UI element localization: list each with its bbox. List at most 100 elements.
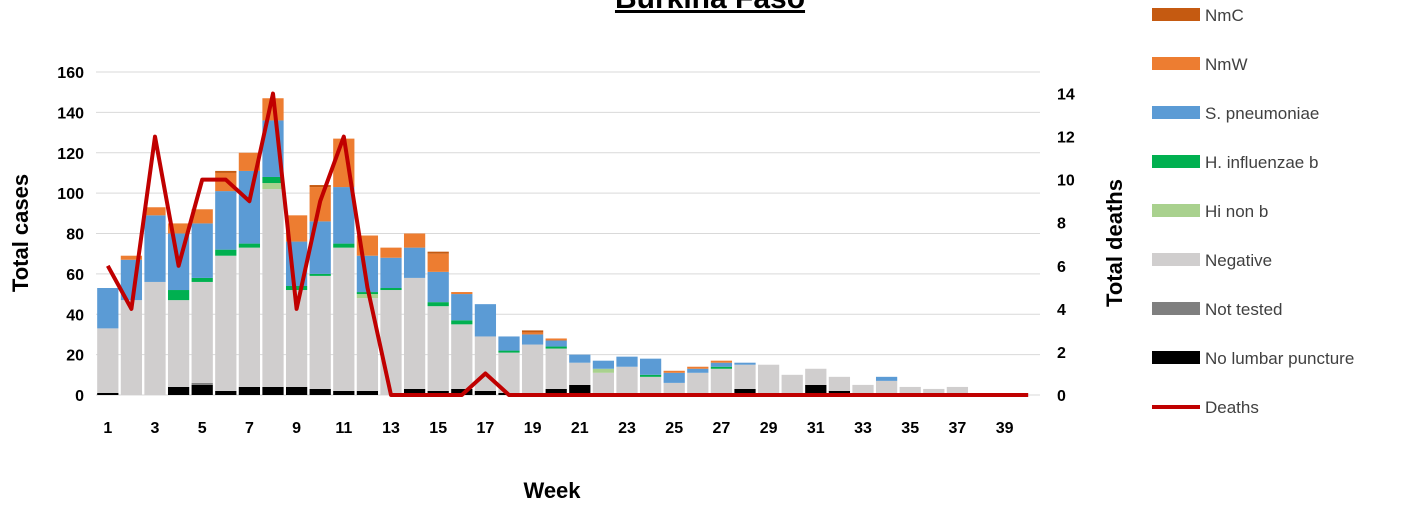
x-tick-label: 29 bbox=[760, 420, 778, 437]
bar-segment-s-pneumoniae bbox=[191, 223, 213, 278]
y2-tick-label: 6 bbox=[1057, 259, 1066, 276]
x-tick-label: 13 bbox=[382, 420, 400, 437]
bar-segment-negative bbox=[569, 362, 591, 385]
bar-segment-h-influenzae-b bbox=[215, 249, 237, 256]
bar-segment-no-lumbar-puncture bbox=[828, 390, 851, 395]
bar-segment-negative bbox=[734, 364, 756, 389]
y-tick-label: 120 bbox=[57, 146, 84, 163]
bar-segment-negative bbox=[262, 189, 284, 387]
bar-segment-no-lumbar-puncture bbox=[403, 388, 426, 395]
bar-segment-nmw bbox=[285, 215, 308, 242]
y-axis-title: Total cases bbox=[8, 174, 33, 292]
bar-segment-negative bbox=[875, 380, 898, 395]
bar-segment-no-lumbar-puncture bbox=[474, 390, 497, 395]
bar-segment-negative bbox=[805, 368, 827, 385]
bar-segment-no-lumbar-puncture bbox=[734, 388, 756, 395]
bar-segment-negative bbox=[285, 290, 308, 387]
bar-segment-s-pneumoniae bbox=[144, 215, 166, 282]
bar-segment-not-tested bbox=[191, 382, 213, 385]
bar-segment-s-pneumoniae bbox=[569, 354, 591, 363]
bar-segment-s-pneumoniae bbox=[521, 334, 544, 345]
x-tick-label: 9 bbox=[292, 420, 301, 437]
legend-label: No lumbar puncture bbox=[1205, 349, 1354, 368]
bar-segment-negative bbox=[781, 374, 803, 395]
bar-segment-negative bbox=[616, 366, 638, 395]
bar-segment-nmw bbox=[191, 209, 213, 224]
bar-segment-s-pneumoniae bbox=[687, 368, 709, 373]
bar-segment-nmc bbox=[215, 170, 237, 173]
bar-segment-h-influenzae-b bbox=[167, 290, 190, 301]
bar-segment-negative bbox=[639, 376, 662, 395]
bar-segment-nmw bbox=[521, 332, 544, 335]
bar-segment-negative bbox=[144, 281, 166, 395]
x-tick-label: 5 bbox=[198, 420, 207, 437]
bar-segment-nmw bbox=[451, 292, 473, 295]
legend-label: NmW bbox=[1205, 55, 1247, 74]
bar-segment-nmw bbox=[144, 207, 166, 216]
legend-swatch bbox=[1152, 8, 1200, 21]
bar-segment-negative bbox=[191, 281, 213, 383]
bar-segment-no-lumbar-puncture bbox=[805, 384, 827, 395]
bar-segment-nmw bbox=[710, 360, 733, 363]
bar-segment-no-lumbar-puncture bbox=[356, 390, 379, 395]
x-tick-label: 31 bbox=[807, 420, 825, 437]
bar-segment-no-lumbar-puncture bbox=[545, 388, 567, 395]
y-axis-right: 0 2 4 6 8 10 12 14 bbox=[1057, 87, 1075, 405]
legend-label: Not tested bbox=[1205, 300, 1283, 319]
bar-segment-negative bbox=[899, 386, 921, 395]
bar-segment-no-lumbar-puncture bbox=[191, 384, 213, 395]
y-tick-label: 60 bbox=[66, 267, 84, 284]
bar-segment-negative bbox=[451, 324, 473, 389]
legend-swatch bbox=[1152, 106, 1200, 119]
bar-segment-nmw bbox=[120, 255, 143, 260]
bar-segment-no-lumbar-puncture bbox=[285, 386, 308, 395]
y-tick-label: 20 bbox=[66, 348, 84, 365]
bar-segment-h-influenzae-b bbox=[285, 285, 308, 291]
deaths-line bbox=[106, 91, 1029, 397]
bar-segment-negative bbox=[333, 247, 355, 391]
bar-segment-nmw bbox=[167, 223, 190, 234]
bar-segment-s-pneumoniae bbox=[616, 356, 638, 367]
bar-segment-s-pneumoniae bbox=[427, 271, 449, 303]
legend-swatch bbox=[1152, 302, 1200, 315]
bar-segment-h-influenzae-b bbox=[262, 176, 284, 184]
bar-segment-s-pneumoniae bbox=[474, 304, 497, 337]
x-tick-label: 1 bbox=[103, 420, 112, 437]
bar-segment-s-pneumoniae bbox=[663, 372, 685, 383]
bar-segment-negative bbox=[356, 298, 379, 391]
bar-segment-s-pneumoniae bbox=[875, 376, 898, 381]
bar-segment-h-influenzae-b bbox=[380, 288, 402, 291]
bar-segment-s-pneumoniae bbox=[380, 257, 402, 289]
bar-segment-negative bbox=[545, 348, 567, 389]
y2-tick-label: 12 bbox=[1057, 130, 1075, 147]
y2-tick-label: 2 bbox=[1057, 345, 1066, 362]
legend-swatch bbox=[1152, 351, 1200, 364]
bar-segment-s-pneumoniae bbox=[403, 247, 426, 278]
bar-segment-negative bbox=[946, 386, 969, 395]
bar-segment-negative bbox=[710, 368, 733, 395]
legend: NmC NmW S. pneumoniae H. influenzae b Hi non… bbox=[1152, 6, 1354, 417]
bar-segment-hi-non-b bbox=[262, 183, 284, 190]
legend-swatch bbox=[1152, 204, 1200, 217]
bar-segment-h-influenzae-b bbox=[309, 273, 331, 276]
bar-segment-nmc bbox=[427, 251, 449, 254]
bar-segment-nmw bbox=[403, 233, 426, 248]
bar-segment-negative bbox=[828, 376, 851, 391]
x-tick-label: 15 bbox=[429, 420, 447, 437]
bar-segment-negative bbox=[521, 344, 544, 393]
bar-segment-nmc bbox=[309, 185, 331, 188]
legend-label: Negative bbox=[1205, 251, 1272, 270]
y2-axis-title: Total deaths bbox=[1102, 179, 1127, 307]
bar-segment-s-pneumoniae bbox=[333, 187, 355, 244]
bar-segment-s-pneumoniae bbox=[238, 170, 261, 244]
chart-title: Burkina Faso bbox=[615, 0, 805, 15]
bar-segment-nmw bbox=[238, 152, 261, 171]
bar-segment-no-lumbar-puncture bbox=[569, 384, 591, 395]
bar-segment-no-lumbar-puncture bbox=[215, 390, 237, 395]
bar-segment-h-influenzae-b bbox=[191, 277, 213, 282]
y-tick-label: 100 bbox=[57, 186, 84, 203]
bar-segment-nmw bbox=[687, 366, 709, 369]
x-tick-label: 11 bbox=[335, 420, 352, 437]
bars bbox=[97, 98, 969, 395]
